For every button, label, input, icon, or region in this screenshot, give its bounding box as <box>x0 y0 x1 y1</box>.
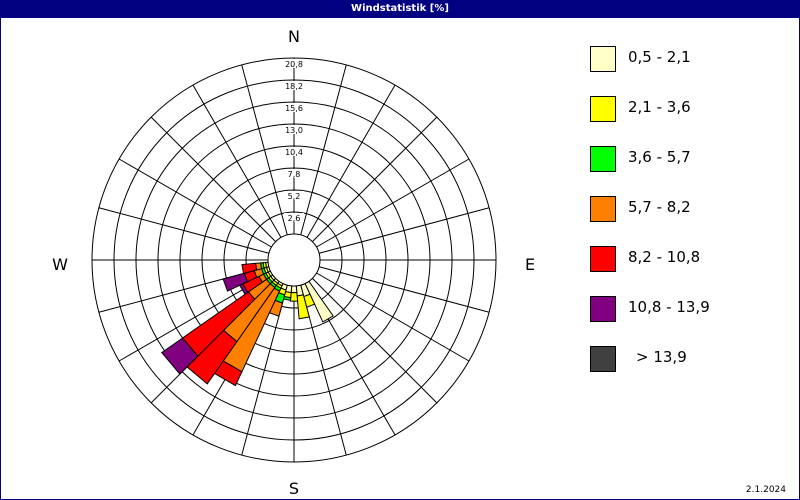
grid-spoke <box>118 158 272 248</box>
grid-spoke <box>306 84 396 238</box>
legend-item: 0,5 - 2,1 <box>590 46 790 72</box>
tick-label-bg <box>284 169 304 178</box>
radial-tick-label: 5,2 <box>288 192 301 201</box>
compass-label-w: W <box>52 255 68 274</box>
legend-label: 2,1 - 3,6 <box>628 98 691 116</box>
radial-tick-label: 2,6 <box>288 214 301 223</box>
grid-spoke <box>241 64 288 236</box>
legend-item: 8,2 - 10,8 <box>590 246 790 272</box>
tick-label-bg <box>284 125 304 134</box>
legend-label: 5,7 - 8,2 <box>628 198 691 216</box>
grid-spoke <box>98 207 270 254</box>
tick-label-bg <box>284 147 304 156</box>
legend-swatch <box>590 146 616 172</box>
radial-tick-label: 10,4 <box>285 148 303 157</box>
wind-sector-segment <box>282 295 292 301</box>
tick-label-bg <box>284 81 304 90</box>
wind-rose-sectors <box>161 261 334 387</box>
legend-swatch <box>590 246 616 272</box>
grid-spoke <box>316 272 470 362</box>
compass-label-n: N <box>288 27 300 46</box>
compass-label-s: S <box>289 479 299 498</box>
grid-spoke <box>316 158 470 248</box>
legend-label: > 13,9 <box>636 348 687 366</box>
radial-tick-label: 7,8 <box>288 170 301 179</box>
grid-spoke <box>300 64 347 236</box>
grid-spoke <box>312 116 438 242</box>
calm-center <box>267 233 321 287</box>
wind-sector-segment <box>222 272 249 292</box>
grid-spoke <box>150 116 276 242</box>
date-stamp: 2.1.2024 <box>745 485 786 495</box>
legend-item: 3,6 - 5,7 <box>590 146 790 172</box>
wind-sector-segment <box>161 337 199 375</box>
legend-item: > 13,9 <box>590 346 790 372</box>
grid-spoke <box>192 84 282 238</box>
grid-spoke <box>318 207 490 254</box>
radial-tick-label: 15,6 <box>285 104 303 113</box>
grid-spoke <box>318 266 490 313</box>
tick-label-bg <box>284 191 304 200</box>
wind-sector-segment <box>296 294 310 320</box>
legend-swatch <box>590 96 616 122</box>
legend-item: 5,7 - 8,2 <box>590 196 790 222</box>
legend-swatch <box>590 346 616 372</box>
legend-label: 3,6 - 5,7 <box>628 148 691 166</box>
legend-label: 8,2 - 10,8 <box>628 248 701 266</box>
radial-tick-labels: 2,6 5,2 7,8 10,4 13,0 15,6 18,2 20,8 <box>284 59 304 223</box>
tick-label-bg <box>284 103 304 112</box>
tick-label-bg <box>284 59 304 68</box>
legend-swatch <box>590 196 616 222</box>
wind-sector-segment <box>241 262 258 275</box>
calm-circle <box>267 233 321 287</box>
legend-item: 10,8 - 13,9 <box>590 296 790 322</box>
grid-spoke <box>312 278 438 404</box>
radial-tick-label: 18,2 <box>285 82 303 91</box>
legend-label: 0,5 - 2,1 <box>628 48 691 66</box>
radial-tick-label: 20,8 <box>285 60 303 69</box>
radial-tick-label: 13,0 <box>285 126 303 135</box>
wind-rose-chart: 2,6 5,2 7,8 10,4 13,0 15,6 18,2 20,8 N E S W <box>52 27 535 498</box>
legend-swatch <box>590 296 616 322</box>
tick-label-bg <box>284 213 304 222</box>
legend-item: 2,1 - 3,6 <box>590 96 790 122</box>
legend-swatch <box>590 46 616 72</box>
compass-label-e: E <box>525 255 535 274</box>
polar-grid <box>91 57 497 463</box>
window-title: Windstatistik [%] <box>0 0 800 18</box>
legend-label: 10,8 - 13,9 <box>628 298 710 316</box>
wind-sector-segment <box>289 292 299 302</box>
